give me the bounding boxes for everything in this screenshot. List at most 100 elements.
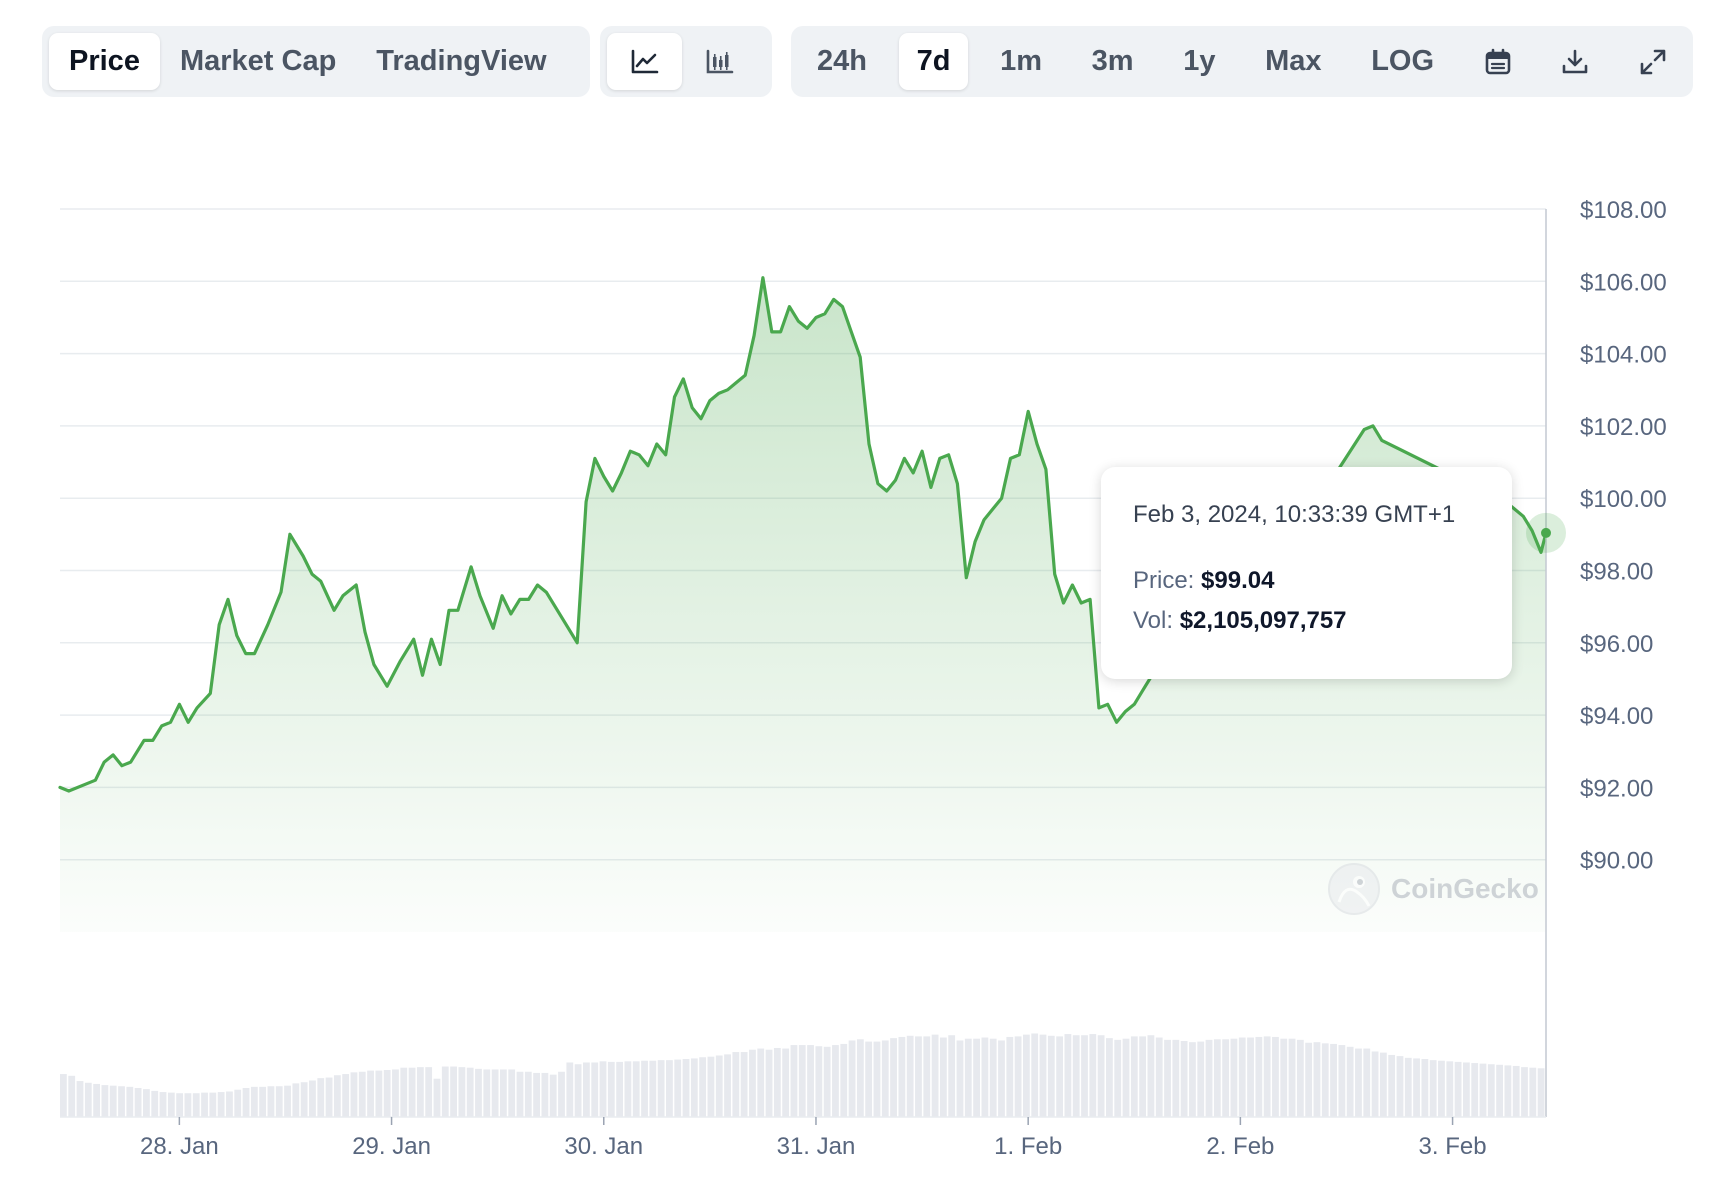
volume-bar <box>674 1059 682 1117</box>
x-tick-label: 1. Feb <box>994 1133 1062 1160</box>
volume-bar <box>1280 1038 1288 1117</box>
volume-bar <box>1039 1034 1047 1117</box>
volume-bar <box>1504 1065 1512 1117</box>
volume-bar <box>317 1078 325 1117</box>
volume-bar <box>1081 1035 1088 1117</box>
volume-bar <box>583 1062 590 1117</box>
volume-bar <box>1462 1062 1470 1117</box>
volume-bar <box>516 1071 524 1117</box>
volume-bar <box>1031 1033 1039 1117</box>
volume-bar <box>167 1092 175 1117</box>
volume-bar <box>118 1086 125 1117</box>
volume-bar <box>798 1045 806 1117</box>
volume-bar <box>176 1093 184 1117</box>
volume-bar <box>259 1086 267 1117</box>
volume-bar <box>1230 1038 1238 1117</box>
volume-bar <box>1321 1043 1329 1117</box>
view-toggle-group: Price Market Cap TradingView <box>42 26 590 97</box>
volume-bar <box>666 1060 673 1117</box>
volume-bar <box>1097 1035 1105 1117</box>
volume-bar <box>284 1085 291 1117</box>
range-3m-button[interactable]: 3m <box>1091 45 1134 77</box>
volume-bar <box>1014 1036 1022 1117</box>
volume-bar <box>732 1052 740 1117</box>
volume-bar <box>1537 1068 1545 1117</box>
volume-bar <box>832 1045 839 1117</box>
volume-bar <box>1106 1038 1113 1117</box>
coingecko-watermark: CoinGecko <box>1327 862 1539 916</box>
volume-bar <box>209 1092 217 1117</box>
volume-bar <box>1272 1036 1279 1117</box>
range-1y-button[interactable]: 1y <box>1183 45 1216 77</box>
volume-bar <box>408 1067 416 1117</box>
volume-bar <box>76 1081 84 1117</box>
price-line <box>58 276 1548 793</box>
calendar-button[interactable] <box>1466 33 1530 90</box>
log-scale-button[interactable]: LOG <box>1371 45 1435 77</box>
tab-tradingview[interactable]: TradingView <box>376 45 547 77</box>
volume-bar <box>1305 1042 1313 1117</box>
volume-bar <box>1379 1052 1387 1117</box>
volume-bar <box>1512 1065 1520 1117</box>
volume-bar <box>1479 1063 1487 1117</box>
download-button[interactable] <box>1543 33 1607 90</box>
line-chart-icon <box>631 49 658 73</box>
range-toggle-group: 24h 7d 1m 3m 1y Max LOG <box>791 26 1693 97</box>
volume-bar <box>807 1045 814 1117</box>
volume-bar <box>1155 1037 1163 1117</box>
range-max-button[interactable]: Max <box>1265 45 1322 77</box>
volume-bar <box>749 1049 756 1117</box>
volume-bar <box>1238 1037 1246 1117</box>
volume-bar <box>1330 1043 1337 1117</box>
volume-bar <box>624 1061 632 1117</box>
volume-bar <box>1529 1067 1537 1117</box>
volume-bar <box>475 1068 482 1117</box>
x-tick-label: 30. Jan <box>564 1133 643 1160</box>
range-24h-button[interactable]: 24h <box>817 45 867 77</box>
volume-bar <box>1089 1034 1097 1117</box>
volume-bar <box>109 1085 117 1117</box>
volume-bar <box>1006 1036 1014 1117</box>
x-tick-label: 3. Feb <box>1419 1133 1487 1160</box>
volume-bar <box>616 1061 624 1117</box>
volume-bar <box>1197 1041 1205 1117</box>
volume-bar <box>217 1092 225 1117</box>
volume-bar <box>591 1062 599 1117</box>
candlestick-chart-button[interactable] <box>682 33 757 90</box>
tooltip-price-value: $99.04 <box>1201 567 1275 594</box>
volume-bar <box>690 1058 698 1117</box>
volume-bar <box>1247 1037 1254 1117</box>
volume-bar <box>524 1071 532 1117</box>
range-7d-button[interactable]: 7d <box>898 33 969 90</box>
y-tick-label: $102.00 <box>1580 414 1667 441</box>
volume-bar <box>1164 1039 1171 1117</box>
volume-bar <box>1346 1046 1354 1117</box>
volume-bar <box>358 1071 366 1117</box>
x-tick-label: 29. Jan <box>352 1133 431 1160</box>
coingecko-logo-icon <box>1328 863 1380 915</box>
range-1m-button[interactable]: 1m <box>1000 45 1043 77</box>
volume-bar <box>367 1070 374 1117</box>
x-tick-label: 2. Feb <box>1206 1133 1274 1160</box>
volume-bar <box>657 1060 665 1117</box>
volume-bar <box>84 1082 92 1117</box>
volume-bar <box>1313 1042 1321 1117</box>
tab-price[interactable]: Price <box>49 33 160 90</box>
volume-bar <box>599 1061 607 1117</box>
volume-bar <box>566 1062 574 1117</box>
volume-bar <box>1147 1035 1155 1117</box>
volume-bar <box>632 1061 640 1117</box>
volume-bar <box>823 1046 831 1117</box>
tab-market-cap[interactable]: Market Cap <box>179 45 337 77</box>
volume-bar <box>483 1069 491 1117</box>
volume-bar <box>466 1067 474 1117</box>
volume-bar <box>948 1035 956 1117</box>
volume-bar <box>375 1070 383 1117</box>
fullscreen-button[interactable] <box>1621 33 1685 90</box>
volume-bar <box>101 1085 109 1117</box>
volume-bar <box>840 1043 848 1117</box>
volume-bar <box>740 1052 748 1117</box>
volume-bar <box>425 1067 433 1117</box>
line-chart-button[interactable] <box>607 33 682 90</box>
